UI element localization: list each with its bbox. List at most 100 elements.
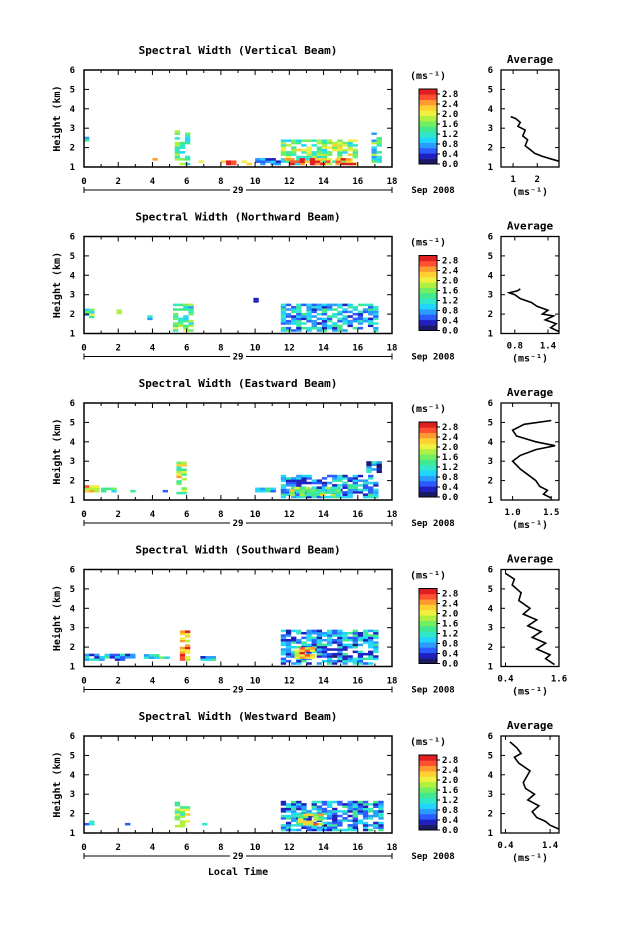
heatmap-cell: [291, 305, 297, 309]
heatmap-cell: [296, 481, 302, 485]
heatmap-cell: [280, 486, 287, 489]
heatmap-cell: [373, 491, 379, 494]
heatmap-cell: [347, 493, 353, 496]
heatmap-cell: [332, 495, 338, 499]
heatmap-cell: [184, 155, 191, 159]
heatmap-cell: [260, 489, 266, 493]
heatmap-cell: [174, 803, 181, 807]
heatmap-cell: [111, 487, 117, 491]
heatmap-cell: [332, 312, 338, 316]
heatmap-cell: [326, 146, 333, 149]
heatmap-cell: [296, 641, 302, 644]
heatmap-cell: [159, 656, 165, 659]
average-y-tick-label: 1: [488, 330, 493, 340]
heatmap-cell: [316, 828, 323, 832]
heatmap-cell: [332, 814, 338, 818]
heatmap-cell: [326, 655, 333, 658]
heatmap-cell: [321, 824, 328, 827]
heatmap-cell: [306, 155, 312, 159]
heatmap-cell: [337, 153, 343, 156]
heatmap-cell: [301, 474, 307, 478]
heatmap-cell: [184, 141, 191, 145]
heatmap-cell: [326, 303, 333, 307]
x-tick-label: 2: [116, 344, 121, 354]
heatmap-cell: [260, 162, 266, 166]
heatmap-cell: [335, 158, 341, 161]
heatmap-cell: [362, 638, 369, 642]
heatmap-cell: [270, 158, 276, 161]
heatmap-cell: [347, 477, 353, 480]
heatmap-cell: [280, 305, 287, 309]
x-tick-label: 8: [218, 677, 223, 687]
heatmap-cell: [280, 643, 287, 647]
heatmap-cell: [231, 162, 237, 166]
heatmap-cell: [373, 810, 379, 813]
heatmap-cell: [179, 656, 186, 659]
heatmap-cell: [316, 493, 323, 496]
heatmap-cell: [309, 493, 316, 497]
heatmap-cell: [99, 658, 105, 661]
heatmap-cell: [357, 657, 364, 661]
heatmap-cell: [184, 649, 191, 652]
colorbar-tick-label: 0.0: [442, 660, 458, 670]
heatmap-cell: [368, 645, 374, 649]
heatmap-cell: [362, 800, 369, 804]
heatmap-cell: [342, 803, 348, 806]
heatmap-cell: [89, 658, 95, 661]
heatmap-cell: [311, 803, 317, 806]
heatmap-cell: [304, 654, 311, 657]
heatmap-cell: [373, 308, 379, 311]
average-profile-line: [505, 572, 555, 666]
heatmap-cell: [285, 631, 292, 635]
x-tick-label: 2: [116, 177, 121, 187]
heatmap-cell: [373, 493, 379, 496]
heatmap-cell: [311, 305, 317, 309]
heatmap-cell: [291, 139, 297, 142]
heatmap-cell: [321, 155, 328, 159]
heatmap-cell: [89, 820, 95, 824]
heatmap-cell: [347, 659, 353, 663]
heatmap-cell: [296, 803, 302, 806]
heatmap-cell: [326, 634, 333, 637]
heatmap-cell: [176, 463, 182, 467]
colorbar-segment: [419, 631, 437, 638]
heatmap-cell: [337, 641, 343, 644]
heatmap-cell: [143, 656, 150, 659]
heatmap-cell: [306, 312, 312, 316]
heatmap-cell: [342, 659, 348, 663]
heatmap-cell: [315, 160, 321, 163]
heatmap-cell: [306, 495, 312, 499]
average-y-tick-label: 5: [488, 585, 493, 595]
colorbar-segment: [419, 797, 437, 804]
heatmap-cell: [326, 474, 333, 478]
heatmap-cell: [368, 817, 374, 820]
average-profile-line: [510, 115, 560, 162]
heatmap-cell: [130, 489, 136, 493]
heatmap-cell: [342, 322, 348, 325]
heatmap-cell: [357, 638, 364, 642]
colorbar-tick-label: 0.8: [442, 640, 458, 650]
heatmap-cell: [179, 651, 186, 654]
heatmap-cell: [306, 308, 312, 311]
y-tick-label: 6: [70, 399, 75, 409]
heatmap-cell: [178, 324, 184, 328]
heatmap-cell: [320, 491, 326, 494]
heatmap-cell: [280, 153, 287, 156]
heatmap-cell: [184, 651, 191, 654]
heatmap-cell: [280, 312, 287, 316]
heatmap-cell: [309, 489, 316, 492]
heatmap-cell: [280, 828, 287, 832]
heatmap-cell: [289, 493, 295, 497]
colorbar-tick-label: 2.4: [442, 600, 459, 610]
heatmap-cell: [352, 803, 358, 806]
heatmap-cell: [347, 315, 353, 318]
heatmap-cell: [299, 162, 305, 166]
heatmap-cell: [362, 641, 369, 644]
heatmap-cell: [378, 805, 384, 808]
heatmap-cell: [368, 634, 374, 637]
colorbar-unit: (ms⁻¹): [410, 404, 446, 415]
y-tick-label: 6: [70, 233, 75, 243]
x-tick-label: 4: [150, 677, 156, 687]
heatmap-cell: [280, 477, 287, 480]
heatmap-cell: [291, 479, 297, 482]
